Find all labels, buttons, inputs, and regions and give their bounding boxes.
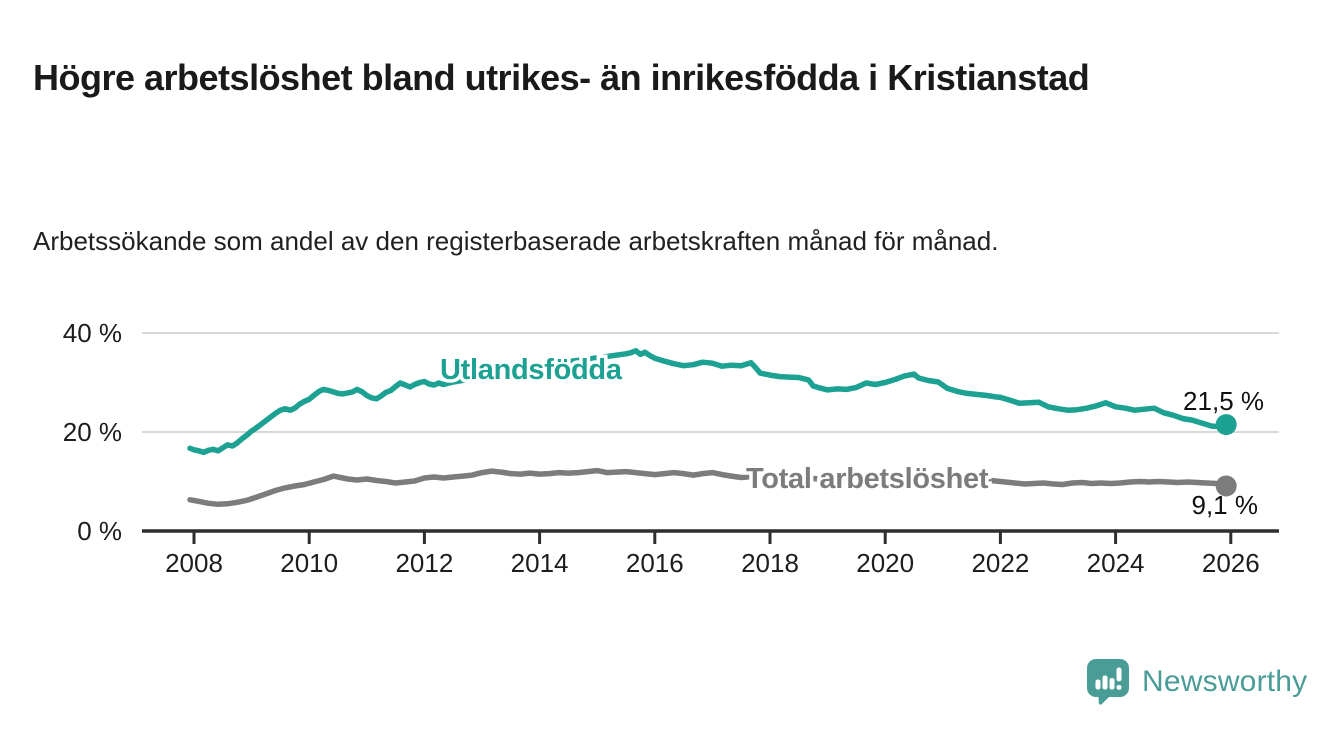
logo-bar-medium	[1109, 678, 1115, 690]
newsworthy-speech-bubble-icon	[1087, 659, 1129, 705]
logo-exclamation-bar	[1116, 667, 1122, 682]
logo-exclamation-dot	[1116, 685, 1122, 690]
series-name-label-0: Utlandsfödda	[440, 354, 623, 386]
x-tick-label: 2010	[280, 548, 338, 578]
series-line-0	[187, 348, 1229, 456]
x-tick-label: 2026	[1202, 548, 1260, 578]
logo-bar-small	[1095, 679, 1101, 690]
logo-bar-tall	[1102, 675, 1108, 690]
newsworthy-logo: Newsworthy	[1086, 658, 1307, 705]
chart-gridlines	[142, 332, 1279, 433]
x-tick-label: 2020	[856, 548, 914, 578]
series-end-dot-0	[1215, 414, 1237, 436]
chart-series	[187, 348, 1229, 508]
x-tick-label: 2016	[626, 548, 684, 578]
y-tick-label: 40 %	[63, 318, 122, 348]
series-end-value-0: 21,5 %	[1183, 386, 1264, 416]
x-tick-label: 2008	[165, 548, 223, 578]
y-tick-label: 0 %	[77, 516, 122, 546]
x-tick-label: 2018	[741, 548, 799, 578]
chart-title: Högre arbetslöshet bland utrikes- än inr…	[33, 57, 1090, 99]
series-name-label-1: Total arbetslöshet	[746, 463, 989, 495]
series-line-1	[187, 467, 1229, 508]
chart-annotations: Utlandsfödda Total arbetslöshet 21,5 % 9,1 …	[437, 351, 1265, 521]
chart-subtitle: Arbetssökande som andel av den registerb…	[33, 226, 999, 256]
newsworthy-logo-text: Newsworthy	[1142, 664, 1308, 698]
series-end-dot-1	[1215, 475, 1237, 497]
x-tick-label: 2022	[971, 548, 1029, 578]
chart-axes: 0 % 20 % 40 % 2008 2010 2012 2014 2016 2018 2020 2…	[63, 318, 1279, 578]
x-tick-label: 2012	[395, 548, 453, 578]
x-tick-label: 2014	[511, 548, 569, 578]
x-tick-label: 2024	[1087, 548, 1145, 578]
y-tick-label: 20 %	[63, 417, 122, 447]
series-end-value-1: 9,1 %	[1192, 490, 1259, 520]
